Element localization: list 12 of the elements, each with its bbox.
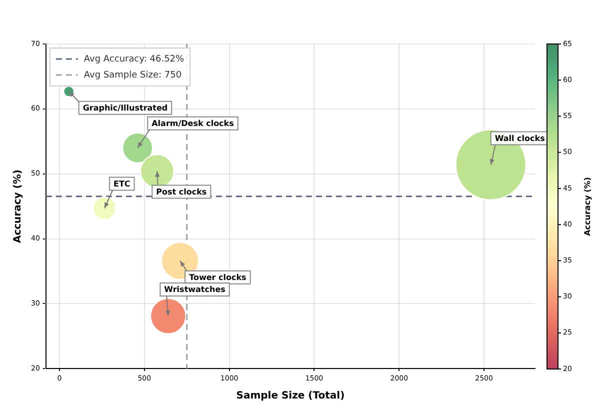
color-bar-title: Accuracy (%) [583,177,592,236]
annotation: Post clocks [156,187,207,196]
annotation: ETC [113,179,130,188]
annotation: Tower clocks [189,272,247,282]
x-axis-title: Sample Size (Total) [236,390,345,402]
legend-label: Avg Accuracy: 46.52% [84,54,185,64]
annotation: Graphic/Illustrated [82,103,168,112]
ref-line-label: Avg Sample Size: 750 [84,70,182,80]
y-axis-title: Accuracy (%) [12,170,24,244]
annotation: Alarm/Desk clocks [152,118,234,128]
annotation: Wall clocks [494,134,546,143]
annotation: Wristwatches [164,285,226,294]
